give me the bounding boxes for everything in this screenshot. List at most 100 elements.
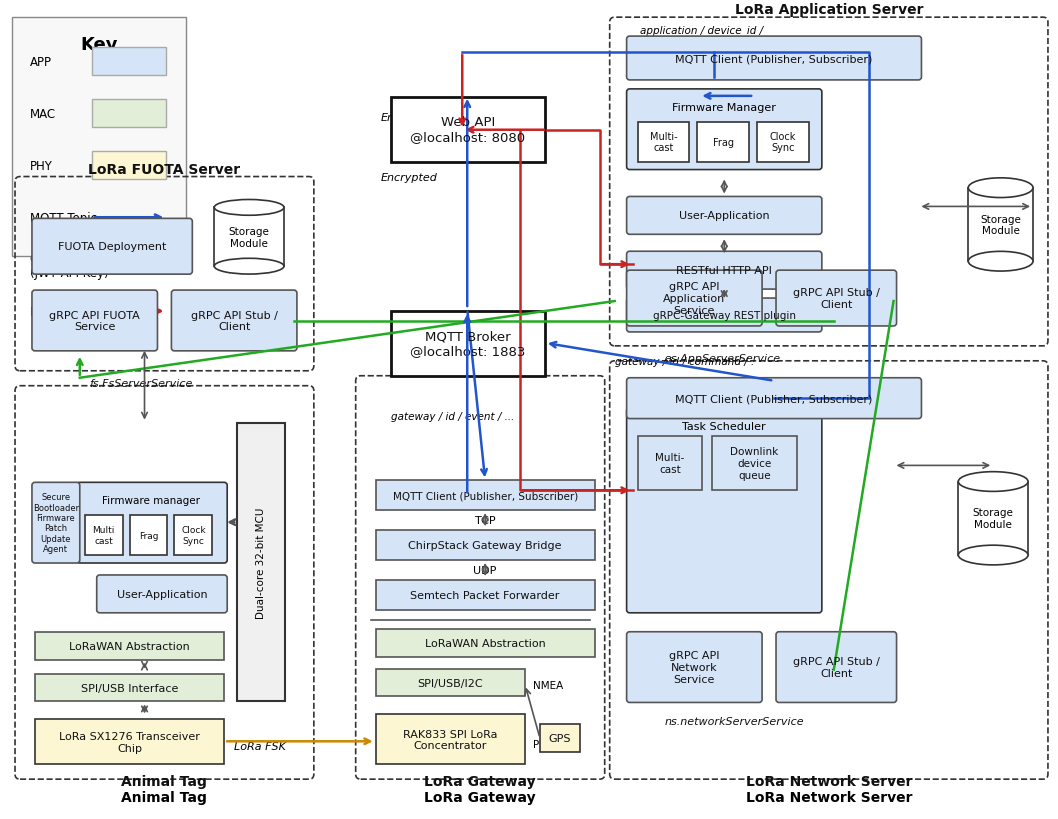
Text: PPS: PPS: [533, 740, 552, 749]
Text: RESTful HTTP API: RESTful HTTP API: [676, 266, 772, 276]
Text: gRPC API Stub /
Client: gRPC API Stub / Client: [792, 657, 879, 678]
Bar: [35, 632, 224, 660]
FancyBboxPatch shape: [96, 575, 227, 613]
Text: TCP: TCP: [475, 515, 495, 526]
Text: Storage
Module: Storage Module: [972, 508, 1014, 529]
Bar: [376, 714, 525, 764]
Text: as.AppServerService: as.AppServerService: [664, 354, 781, 364]
FancyBboxPatch shape: [626, 632, 762, 703]
Bar: [376, 481, 595, 510]
Text: GPS: GPS: [549, 734, 571, 744]
Text: Encrypted: Encrypted: [381, 113, 437, 123]
Text: Web API
@localhost: 8080: Web API @localhost: 8080: [411, 116, 526, 144]
Text: gRPC API Stub /
Client: gRPC API Stub / Client: [190, 310, 277, 332]
Ellipse shape: [968, 252, 1033, 272]
Text: MQTT Client (Publisher, Subscriber): MQTT Client (Publisher, Subscriber): [675, 394, 873, 404]
FancyBboxPatch shape: [626, 37, 922, 81]
Text: fs.FsServerService: fs.FsServerService: [90, 378, 194, 388]
Text: APP: APP: [30, 57, 52, 70]
Text: MQTT Topic: MQTT Topic: [30, 211, 97, 224]
Text: gRPC API FUOTA
Service: gRPC API FUOTA Service: [50, 310, 140, 332]
Bar: [540, 725, 580, 753]
FancyBboxPatch shape: [32, 219, 193, 275]
Text: gateway / id / command / .: gateway / id / command / .: [615, 356, 754, 366]
Bar: [237, 423, 285, 702]
Text: Animal Tag: Animal Tag: [122, 790, 207, 804]
Bar: [968, 188, 1033, 262]
Text: Downlink
device
queue: Downlink device queue: [730, 446, 779, 480]
Text: UDP: UDP: [474, 565, 497, 575]
Text: LoRa Network Server: LoRa Network Server: [746, 790, 912, 804]
Bar: [129, 516, 167, 555]
FancyBboxPatch shape: [32, 291, 158, 351]
Text: LoRa Application Server: LoRa Application Server: [734, 3, 923, 17]
Text: MQTT Broker
@localhost: 1883: MQTT Broker @localhost: 1883: [411, 330, 526, 358]
Bar: [376, 629, 595, 657]
Ellipse shape: [214, 259, 284, 274]
Bar: [92, 48, 166, 76]
Text: Firmware manager: Firmware manager: [103, 495, 200, 505]
Ellipse shape: [959, 545, 1028, 565]
Text: Storage
Module: Storage Module: [980, 215, 1021, 236]
FancyBboxPatch shape: [626, 378, 922, 419]
Text: Task Scheduler: Task Scheduler: [682, 421, 766, 431]
Text: User-Application: User-Application: [116, 589, 207, 600]
Bar: [376, 531, 595, 560]
Text: MAC: MAC: [30, 108, 56, 121]
Text: LoRaWAN Abstraction: LoRaWAN Abstraction: [425, 638, 546, 648]
Text: gRPC Service
(JWT API Key): gRPC Service (JWT API Key): [30, 252, 109, 280]
Text: LoRa Gateway: LoRa Gateway: [424, 774, 536, 788]
Text: LoRa Gateway: LoRa Gateway: [424, 790, 536, 804]
Ellipse shape: [968, 179, 1033, 198]
Bar: [638, 436, 703, 491]
Text: Encrypted: Encrypted: [381, 172, 437, 183]
FancyBboxPatch shape: [77, 482, 227, 563]
FancyBboxPatch shape: [32, 482, 79, 563]
Text: Dual-core 32-bit MCU: Dual-core 32-bit MCU: [256, 507, 266, 618]
Bar: [638, 123, 690, 162]
Text: MQTT Client (Publisher, Subscriber): MQTT Client (Publisher, Subscriber): [393, 491, 578, 500]
FancyBboxPatch shape: [626, 299, 822, 333]
Text: SPI/USB Interface: SPI/USB Interface: [80, 683, 178, 693]
Text: ChirpStack Gateway Bridge: ChirpStack Gateway Bridge: [408, 541, 562, 550]
Text: FUOTA Deployment: FUOTA Deployment: [58, 242, 166, 252]
Text: Animal Tag: Animal Tag: [122, 774, 207, 788]
Text: Multi
cast: Multi cast: [92, 526, 115, 545]
Bar: [390, 311, 545, 376]
Text: PHY: PHY: [30, 160, 53, 173]
FancyBboxPatch shape: [171, 291, 297, 351]
Text: LoRa FSK: LoRa FSK: [234, 741, 286, 751]
Text: ns.networkServerService: ns.networkServerService: [664, 717, 804, 726]
Text: Firmware Manager: Firmware Manager: [672, 102, 777, 113]
FancyBboxPatch shape: [626, 197, 822, 235]
FancyBboxPatch shape: [776, 632, 896, 703]
Text: LoRa Network Server: LoRa Network Server: [746, 774, 912, 788]
FancyBboxPatch shape: [626, 252, 822, 290]
Ellipse shape: [959, 472, 1028, 491]
FancyBboxPatch shape: [626, 408, 822, 613]
Bar: [35, 674, 224, 702]
Text: gRPC API
Network
Service: gRPC API Network Service: [669, 651, 719, 684]
Bar: [758, 123, 809, 162]
Bar: [92, 100, 166, 128]
Text: LoRa FUOTA Server: LoRa FUOTA Server: [89, 162, 240, 176]
Text: Storage
Module: Storage Module: [229, 227, 270, 248]
Bar: [12, 18, 186, 257]
FancyBboxPatch shape: [626, 90, 822, 170]
Text: SPI/USB/I2C: SPI/USB/I2C: [418, 677, 484, 688]
Bar: [35, 720, 224, 764]
Text: Clock
Sync: Clock Sync: [770, 132, 797, 153]
Text: LoRaWAN Abstraction: LoRaWAN Abstraction: [69, 641, 190, 651]
Bar: [376, 669, 525, 697]
Bar: [376, 580, 595, 610]
Text: MQTT Client (Publisher, Subscriber): MQTT Client (Publisher, Subscriber): [675, 54, 873, 64]
Text: User-Application: User-Application: [679, 211, 769, 221]
Text: Frag: Frag: [713, 138, 734, 147]
FancyBboxPatch shape: [776, 271, 896, 327]
Text: Secure
Bootloader
Firmware
Patch
Update
Agent: Secure Bootloader Firmware Patch Update …: [33, 492, 79, 554]
Bar: [390, 97, 545, 162]
Ellipse shape: [214, 200, 284, 216]
Text: Clock
Sync: Clock Sync: [181, 526, 205, 545]
Bar: [697, 123, 749, 162]
Text: application / device_id /
command / ...: application / device_id / command / ...: [640, 25, 763, 48]
